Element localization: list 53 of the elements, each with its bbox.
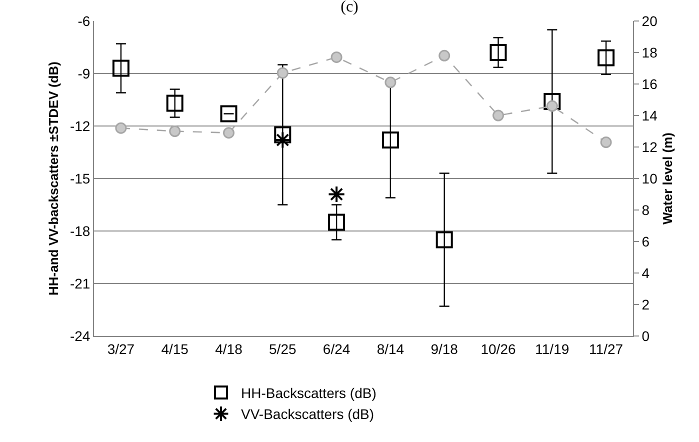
x-tick-label: 9/18 bbox=[430, 340, 458, 357]
point bbox=[223, 127, 234, 139]
point bbox=[598, 49, 615, 66]
x-tick-label: 11/27 bbox=[589, 340, 624, 357]
y2-tick-label: 14 bbox=[642, 107, 658, 124]
point bbox=[600, 136, 612, 148]
y2-tick-label: 4 bbox=[642, 264, 650, 281]
point bbox=[328, 214, 346, 231]
x-tick-label: 5/25 bbox=[269, 340, 296, 357]
x-tick-label: 6/24 bbox=[322, 340, 350, 357]
x-tick-label: 3/27 bbox=[107, 340, 135, 357]
y2-axis-title: Water level (m) bbox=[660, 132, 676, 224]
point bbox=[492, 110, 504, 122]
point bbox=[544, 93, 561, 110]
point bbox=[438, 50, 450, 62]
point bbox=[169, 126, 181, 137]
y-tick-label: -24 bbox=[70, 328, 90, 344]
y2-tick-label: 2 bbox=[642, 296, 650, 312]
x-tick-label: 11/19 bbox=[535, 340, 570, 357]
point bbox=[384, 76, 396, 88]
x-tick-label: 4/15 bbox=[161, 340, 189, 357]
y-tick-label: -15 bbox=[70, 170, 90, 186]
point bbox=[166, 94, 184, 112]
point bbox=[220, 105, 238, 122]
y2-tick-label: 10 bbox=[642, 170, 658, 186]
y-tick-label: -6 bbox=[78, 12, 90, 29]
x-tick-label: 10/26 bbox=[480, 340, 516, 357]
y-axis-title: HH-and VV-backscatters ±STDEV (dB) bbox=[46, 62, 61, 296]
point bbox=[490, 44, 507, 61]
point bbox=[115, 122, 127, 134]
y2-tick-label: 8 bbox=[642, 202, 650, 218]
y2-tick-label: 6 bbox=[642, 233, 650, 250]
y-tick-label: -21 bbox=[70, 275, 90, 292]
point bbox=[276, 67, 288, 79]
y2-tick-label: 18 bbox=[642, 44, 658, 60]
point bbox=[112, 60, 130, 77]
legend-label: VV-Backscatters (dB) bbox=[241, 406, 374, 422]
point bbox=[436, 231, 453, 248]
x-tick-label: 8/14 bbox=[376, 340, 404, 357]
y-tick-label: -12 bbox=[70, 118, 90, 134]
legend-label: HH-Backscatters (dB) bbox=[241, 385, 376, 402]
point bbox=[330, 51, 342, 63]
point bbox=[382, 132, 399, 148]
chart-title: (c) bbox=[340, 0, 358, 16]
point bbox=[274, 126, 292, 144]
y-tick-label: -9 bbox=[78, 65, 90, 82]
x-tick-label: 4/18 bbox=[215, 340, 243, 357]
point bbox=[328, 185, 346, 204]
y-tick-label: -18 bbox=[70, 222, 90, 239]
y2-tick-label: 0 bbox=[642, 328, 650, 344]
y2-tick-label: 16 bbox=[642, 76, 658, 92]
y2-tick-label: 20 bbox=[642, 12, 658, 29]
y2-tick-label: 12 bbox=[642, 138, 658, 155]
